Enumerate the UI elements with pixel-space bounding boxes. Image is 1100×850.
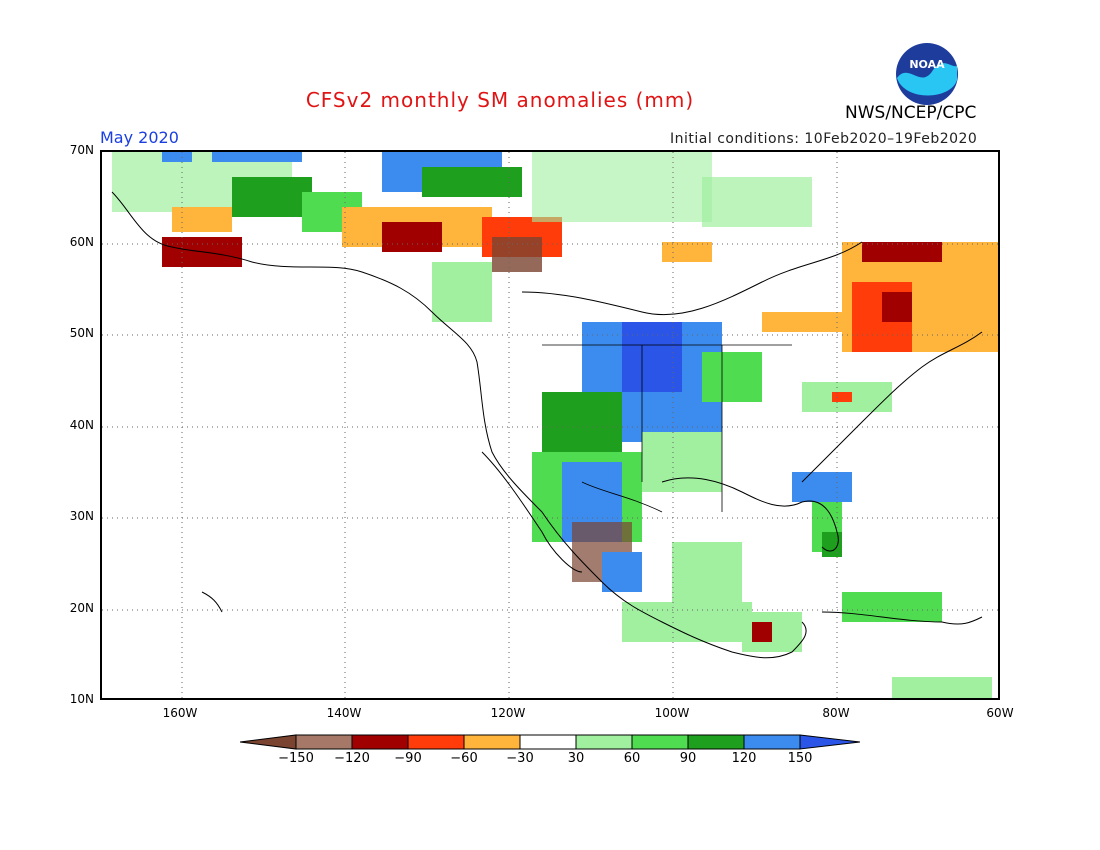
boundaries [542,344,792,513]
colorbar-swatch-max [799,734,861,750]
colorbar-swatch-5 [519,734,577,750]
valid-month-label: May 2020 [100,128,179,147]
coastlines [111,191,983,659]
colorbar-label: −30 [506,751,534,766]
lon-label-160w: 160W [162,706,198,720]
anomaly-field [112,152,998,698]
colorbar-swatch-3 [407,734,465,750]
colorbar-swatch-4 [463,734,521,750]
lon-label-60w: 60W [986,706,1014,720]
colorbar [239,734,861,754]
colorbar-swatch-8 [687,734,745,750]
lat-label-40n: 40N [69,418,94,432]
colorbar-label: 150 [787,751,813,766]
colorbar-label: 30 [567,751,585,766]
colorbar-swatch-2 [351,734,409,750]
graticule [102,152,998,698]
colorbar-swatch-9 [743,734,801,750]
lat-label-30n: 30N [69,509,94,523]
logo-text: NOAA [909,58,945,71]
colorbar-label: −90 [394,751,422,766]
colorbar-label: 60 [623,751,641,766]
map-canvas [102,152,998,698]
lon-label-120w: 120W [490,706,526,720]
lat-label-50n: 50N [69,326,94,340]
lat-label-20n: 20N [69,601,94,615]
organization-label: NWS/NCEP/CPC [845,103,977,123]
colorbar-label: −150 [278,751,314,766]
lon-label-100w: 100W [654,706,690,720]
colorbar-swatch-min [239,734,297,750]
colorbar-label: 90 [679,751,697,766]
colorbar-label: 120 [731,751,757,766]
colorbar-swatch-1 [295,734,353,750]
colorbar-label: −120 [334,751,370,766]
colorbar-swatch-7 [631,734,689,750]
colorbar-swatch-6 [575,734,633,750]
colorbar-label: −60 [450,751,478,766]
lat-label-60n: 60N [69,235,94,249]
initial-conditions-label: Initial conditions: 10Feb2020–19Feb2020 [670,131,978,147]
colorbar-swatches [239,734,861,750]
lat-label-70n: 70N [69,143,94,157]
anomaly-map [100,150,1000,700]
map-title: CFSv2 monthly SM anomalies (mm) [305,88,695,112]
lon-label-80w: 80W [822,706,850,720]
lat-label-10n: 10N [69,692,94,706]
noaa-logo: NOAA [893,40,961,112]
lon-label-140w: 140W [326,706,362,720]
